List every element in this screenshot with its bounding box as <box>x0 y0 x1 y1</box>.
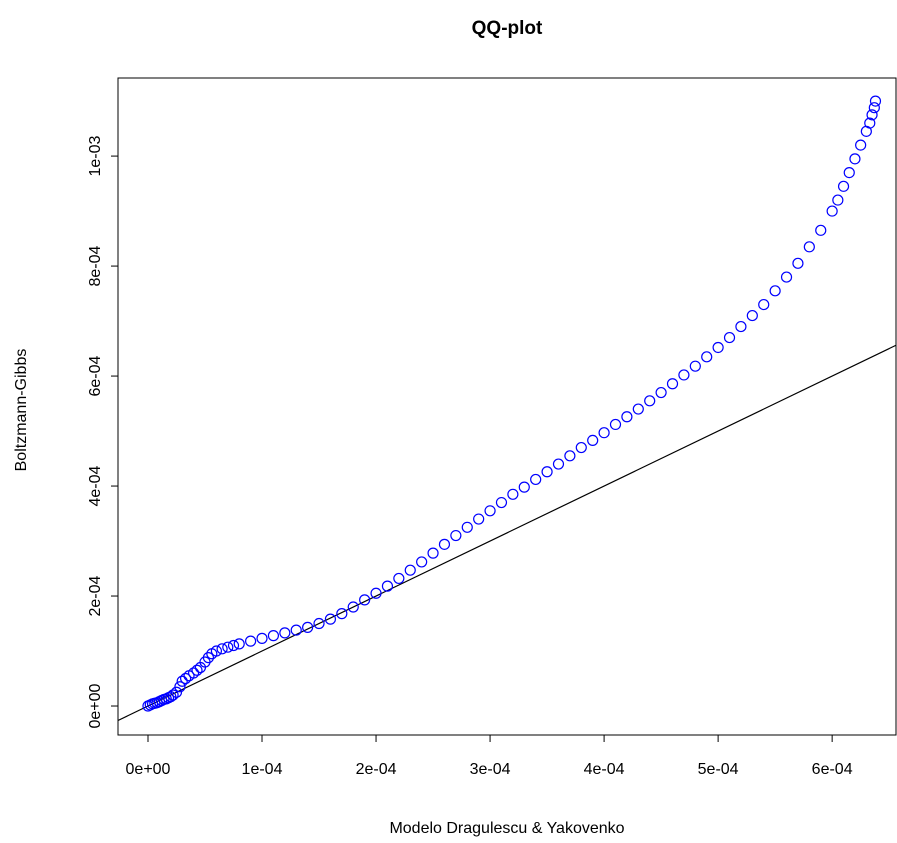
y-tick-label: 8e-04 <box>87 246 104 287</box>
y-axis-label: Boltzmann-Gibbs <box>13 349 30 472</box>
data-point <box>222 641 234 653</box>
data-point <box>370 587 382 599</box>
data-point <box>461 521 473 533</box>
data-point <box>587 434 599 447</box>
y-tick-label: 1e-03 <box>87 136 104 177</box>
data-point <box>227 639 240 652</box>
data-point <box>176 675 188 687</box>
data-point <box>632 403 644 415</box>
y-tick-label: 2e-04 <box>87 575 104 616</box>
x-tick-label: 3e-04 <box>470 761 511 778</box>
data-point <box>826 205 838 217</box>
data-point <box>170 686 183 698</box>
data-point <box>174 681 186 693</box>
data-point <box>843 166 855 179</box>
data-point <box>689 360 701 372</box>
data-point <box>792 257 804 269</box>
data-point <box>769 285 781 297</box>
data-point <box>256 632 268 644</box>
data-point <box>324 613 337 625</box>
data-point <box>530 473 542 486</box>
data-point <box>837 180 850 192</box>
data-point <box>666 378 679 390</box>
y-tick-label: 6e-04 <box>87 355 104 396</box>
data-point <box>552 458 565 470</box>
data-point <box>869 95 882 107</box>
data-point <box>279 627 291 639</box>
data-point <box>290 624 302 636</box>
data-point <box>655 386 667 399</box>
data-point <box>404 564 416 576</box>
x-tick-label: 2e-04 <box>356 761 397 778</box>
data-point <box>518 481 530 493</box>
data-point <box>336 608 348 620</box>
data-point <box>712 341 724 354</box>
data-point <box>803 241 815 253</box>
data-point <box>427 547 439 559</box>
x-tick-label: 0e+00 <box>126 761 171 778</box>
reference-line <box>118 344 896 722</box>
data-point <box>167 689 179 701</box>
data-point <box>267 630 280 642</box>
y-tick-label: 4e-04 <box>87 465 104 506</box>
data-point <box>191 664 203 676</box>
chart-title: QQ-plot <box>472 18 543 39</box>
data-point <box>815 224 827 236</box>
data-point <box>210 645 223 657</box>
data-point <box>609 418 622 431</box>
x-tick-label: 1e-04 <box>242 761 283 778</box>
data-point <box>484 505 496 517</box>
data-point <box>187 667 200 679</box>
data-point <box>495 496 508 509</box>
data-point <box>507 488 519 500</box>
data-point <box>393 572 405 585</box>
data-point <box>202 652 215 664</box>
data-point <box>359 594 371 606</box>
data-point <box>866 109 878 121</box>
data-point <box>180 672 192 685</box>
data-point <box>541 466 553 478</box>
data-point <box>868 102 880 114</box>
data-point <box>644 395 656 407</box>
data-point <box>302 621 314 633</box>
x-tick-label: 6e-04 <box>812 761 853 778</box>
data-point <box>347 601 359 613</box>
data-point <box>849 153 861 165</box>
x-tick-label: 4e-04 <box>584 761 625 778</box>
data-point <box>746 309 758 322</box>
data-point <box>864 117 876 129</box>
data-point <box>723 331 736 344</box>
data-point <box>450 529 462 542</box>
data-point <box>233 638 245 650</box>
data-point <box>564 450 576 462</box>
data-point <box>313 617 325 630</box>
data-point <box>678 369 690 381</box>
data-point <box>735 320 747 333</box>
x-tick-label: 5e-04 <box>698 761 739 778</box>
data-point <box>216 643 228 655</box>
data-point <box>621 411 633 423</box>
plot-frame <box>117 77 897 736</box>
data-point <box>438 538 451 550</box>
data-point <box>780 271 793 283</box>
data-point <box>381 580 394 592</box>
data-point <box>575 441 587 454</box>
y-tick-label: 0e+00 <box>87 683 104 728</box>
data-point <box>855 139 867 151</box>
data-point <box>473 513 485 525</box>
x-axis-label: Modelo Dragulescu & Yakovenko <box>389 820 624 837</box>
data-point <box>701 351 713 363</box>
data-point <box>416 556 428 568</box>
data-point <box>758 298 770 311</box>
data-point <box>245 635 257 647</box>
data-point <box>598 427 610 439</box>
data-point <box>832 194 844 206</box>
